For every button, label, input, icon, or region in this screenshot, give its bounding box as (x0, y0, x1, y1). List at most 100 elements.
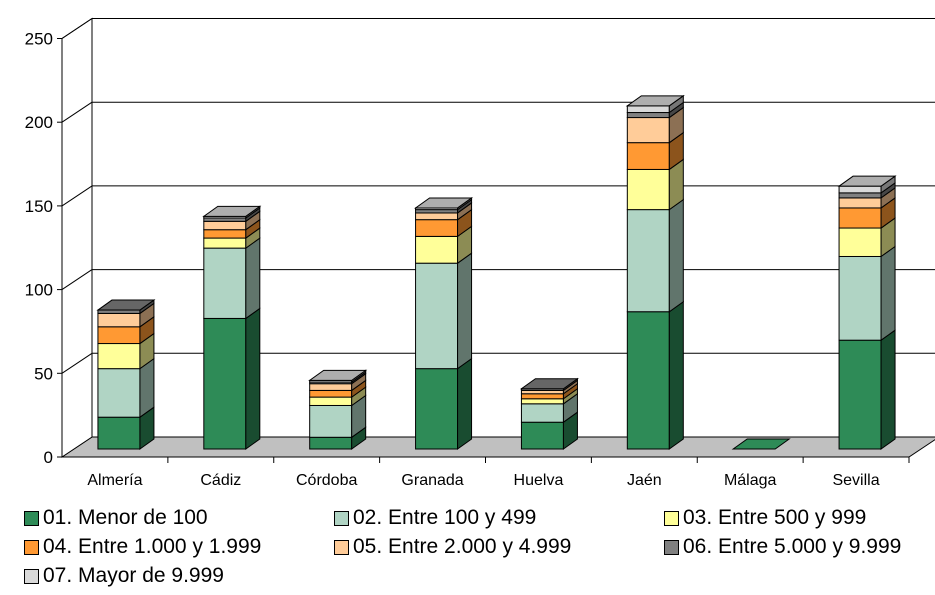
bar-stack-córdoba (308, 369, 368, 450)
bar-top (202, 205, 262, 217)
bar-segment-front (97, 416, 141, 450)
bar-segment-side (668, 198, 684, 313)
bar-segment-side (245, 307, 261, 450)
bar-segment-front (415, 235, 459, 264)
gridline-diagonal (61, 352, 93, 374)
bar-top (625, 95, 685, 107)
legend-item: 07. Mayor de 9.999 (24, 564, 224, 588)
bars (96, 94, 897, 450)
bar-segment-front (309, 396, 353, 406)
legend-item: 02. Entre 100 y 499 (334, 506, 536, 530)
x-tick-label: Huelva (514, 472, 564, 489)
bar-segment-front (97, 326, 141, 345)
y-tick-label: 100 (25, 281, 53, 300)
legend-swatch (664, 539, 679, 555)
x-tick-label: Cádiz (200, 472, 241, 489)
bar-segment-front (626, 209, 670, 313)
legend-swatch (24, 510, 39, 526)
legend-swatch (24, 539, 39, 555)
bar-stack-sevilla (837, 175, 897, 450)
bar-segment-front (838, 185, 882, 194)
x-tick-label: Córdoba (296, 472, 357, 489)
legend-item: 01. Menor de 100 (24, 506, 208, 530)
bar-segment-front (520, 403, 564, 423)
chart-floor (60, 436, 935, 458)
bar-segment-front (838, 207, 882, 229)
legend-swatch (664, 510, 679, 526)
bar-segment-front (309, 436, 353, 450)
bar-segment-front (838, 192, 882, 199)
bar-top (96, 299, 156, 311)
bar-segment-front (415, 368, 459, 450)
bar-segment-front (520, 398, 564, 405)
bar-segment-front (97, 368, 141, 418)
bar-segment-front (626, 117, 670, 144)
bar-segment-front (203, 237, 247, 249)
bar-stack-jaén (625, 94, 685, 450)
bar-top (414, 197, 474, 209)
y-tick-label: 150 (25, 197, 53, 216)
legend-item: 04. Entre 1.000 y 1.999 (24, 535, 261, 559)
x-tick-label: Jaén (627, 472, 662, 489)
bar-segment-front (626, 142, 670, 170)
bar-stack-málaga (731, 438, 791, 450)
legend-label: 02. Entre 100 y 499 (353, 506, 537, 529)
bar-segment-front (626, 311, 670, 450)
bar-segment-side (880, 329, 896, 450)
bar-segment-side (457, 357, 473, 450)
bar-segment-front (203, 229, 247, 239)
bar-segment-front (626, 112, 670, 119)
bar-stack-huelva (519, 377, 579, 450)
chart-walls (60, 17, 935, 458)
bar-segment-front (838, 227, 882, 257)
bar-segment-front (97, 309, 141, 314)
bar-segment-front (838, 255, 882, 341)
legend-label: 01. Menor de 100 (43, 506, 208, 529)
bar-segment-front (97, 343, 141, 370)
bar-segment-side (880, 245, 896, 342)
bar-segment-front (838, 339, 882, 450)
bar-segment-front (309, 383, 353, 391)
y-tick-label: 50 (34, 364, 53, 383)
legend-label: 04. Entre 1.000 y 1.999 (43, 535, 262, 558)
bar-segment-front (520, 389, 564, 395)
legend-swatch (334, 510, 349, 526)
legend-item: 06. Entre 5.000 y 9.999 (664, 535, 901, 559)
bar-segment-front (309, 404, 353, 438)
bar-segment-front (203, 217, 247, 222)
bar-segment (731, 438, 791, 450)
legend-label: 05. Entre 2.000 y 4.999 (353, 535, 572, 558)
stacked-3d-bar-chart: 0 50 100 150 200 250 Almería Cádiz Córdoba Granad… (25, 17, 935, 489)
bar-segment-front (520, 393, 564, 400)
bar-segment-front (309, 389, 353, 398)
x-tick-label: Málaga (724, 472, 777, 489)
bar-segment-front (415, 262, 459, 370)
bar-stack-granada (414, 196, 474, 450)
x-tick-label: Sevilla (832, 472, 879, 489)
gridline-diagonal (61, 18, 93, 39)
axes: 0 50 100 150 200 250 Almería Cádiz Córdoba Granad… (25, 30, 910, 489)
bar-segment-front (520, 421, 564, 450)
bar-top (308, 369, 368, 381)
legend-label: 03. Entre 500 y 999 (683, 506, 867, 529)
bar-segment-front (415, 219, 459, 237)
bar-segment-front (97, 312, 141, 328)
gridline-diagonal (61, 269, 93, 291)
gridline-diagonal (61, 101, 93, 123)
bar-segment-front (203, 220, 247, 231)
bar-top (837, 175, 897, 187)
y-tick-label: 250 (25, 30, 53, 49)
bar-top (519, 378, 579, 390)
bar-segment-front (203, 247, 247, 319)
y-tick-label: 0 (44, 448, 53, 467)
bar-segment-front (203, 317, 247, 450)
x-tick-label: Granada (401, 472, 463, 489)
bar-segment-front (415, 209, 459, 214)
bar-segment-front (626, 168, 670, 211)
legend-item: 03. Entre 500 y 999 (664, 506, 866, 530)
bar-stack-almería (96, 299, 156, 450)
bar-segment-side (457, 252, 473, 370)
bar-segment-front (626, 105, 670, 114)
gridline-diagonal (61, 185, 93, 207)
chart-side-wall (61, 17, 93, 458)
